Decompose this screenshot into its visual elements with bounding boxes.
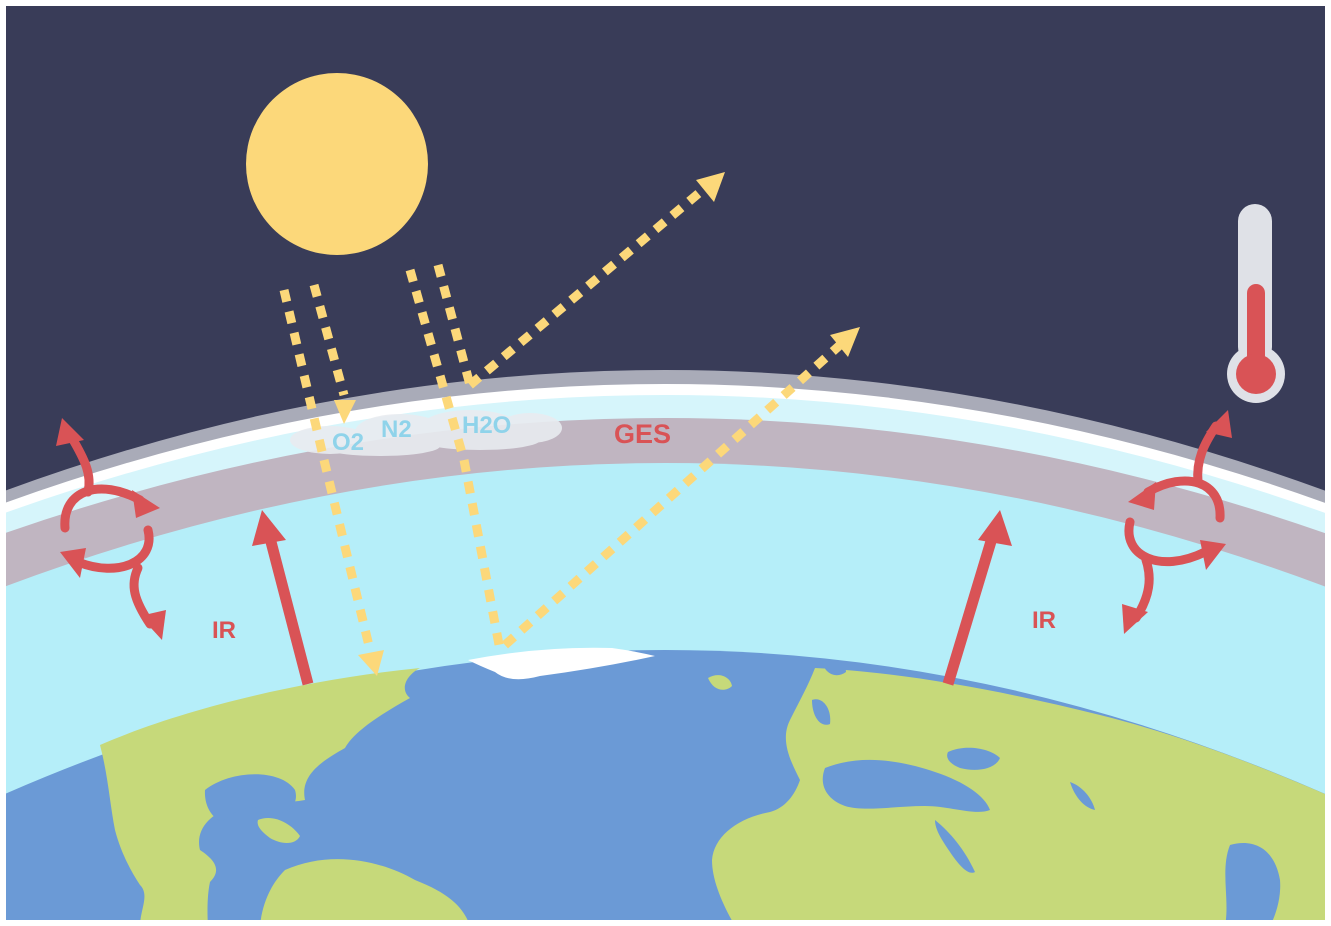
solar-arrowhead bbox=[696, 172, 725, 202]
label-ir-right: IR bbox=[1032, 607, 1056, 634]
mediterranean-sea bbox=[822, 759, 990, 812]
bay-of-bengal bbox=[1225, 843, 1281, 920]
solar-arrowhead bbox=[830, 327, 860, 357]
black-sea bbox=[947, 747, 1000, 770]
ir-arrowhead-left bbox=[252, 510, 286, 546]
thermometer-mercury bbox=[1247, 284, 1265, 374]
label-ges: GES bbox=[614, 419, 671, 449]
british-isles bbox=[708, 675, 732, 690]
solar-ray bbox=[279, 288, 329, 462]
label-ir-left: IR bbox=[212, 617, 236, 644]
solar-ray bbox=[467, 184, 708, 389]
ir-arrow-left-shaft bbox=[264, 536, 314, 686]
ir-arrow-right-shaft bbox=[942, 536, 998, 686]
reflected-solar-rays bbox=[467, 184, 844, 649]
red-sea bbox=[935, 820, 975, 873]
frame-border bbox=[4, 4, 1327, 922]
solar-arrowhead bbox=[358, 650, 384, 676]
infrared-arrows bbox=[264, 536, 998, 686]
ir-scatter-left-heads bbox=[56, 418, 166, 640]
solar-ray bbox=[319, 458, 375, 652]
continent-south-america bbox=[260, 859, 468, 920]
iceland bbox=[822, 661, 846, 676]
scandinavia-gulf bbox=[812, 699, 831, 725]
label-n2: N2 bbox=[381, 416, 412, 443]
gulf-of-mexico bbox=[204, 774, 296, 822]
incoming-solar-rays bbox=[279, 263, 505, 652]
ir-arrowhead-right bbox=[978, 510, 1012, 546]
solar-arrowhead bbox=[334, 400, 356, 424]
solar-ray bbox=[501, 341, 844, 649]
thermometer-icon bbox=[1227, 204, 1285, 403]
cloud-icon bbox=[290, 410, 562, 456]
solar-ray bbox=[309, 283, 349, 397]
ir-scatter-right-heads bbox=[1122, 410, 1232, 634]
infrared-arrowheads bbox=[252, 510, 1012, 546]
solar-ray bbox=[459, 459, 505, 651]
label-h2o: H2O bbox=[462, 412, 511, 439]
label-o2: O2 bbox=[332, 429, 364, 456]
solar-arrowheads bbox=[334, 172, 860, 676]
sun-icon bbox=[246, 73, 428, 255]
central-america-isthmus bbox=[257, 817, 300, 843]
continent-europe-africa bbox=[712, 668, 1325, 920]
persian-gulf bbox=[1070, 782, 1095, 810]
ice-cap bbox=[468, 647, 655, 680]
solar-ray bbox=[405, 268, 469, 462]
